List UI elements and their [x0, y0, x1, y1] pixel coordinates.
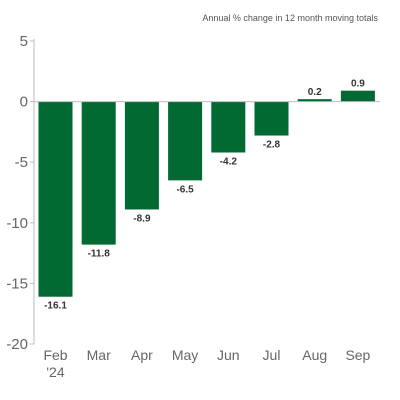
y-tick-label: -20 [6, 336, 28, 353]
bars [38, 90, 375, 297]
data-label: -2.8 [263, 140, 281, 151]
x-tick-label: Feb '24 [43, 347, 67, 380]
data-label: 0.2 [308, 87, 322, 98]
chart-title: Annual % change in 12 month moving total… [202, 13, 378, 23]
x-tick-label: Apr [131, 347, 153, 363]
data-label: 0.9 [351, 79, 365, 90]
y-tick-label: -5 [15, 154, 28, 171]
bar [254, 101, 289, 136]
y-tick-label: -15 [6, 275, 28, 292]
x-tick-label: Jul [263, 347, 281, 363]
bar [168, 101, 203, 181]
bar [211, 101, 246, 153]
y-tick-label: -10 [6, 215, 28, 232]
x-tick-label: Jun [217, 347, 240, 363]
data-label: -8.9 [133, 213, 151, 224]
x-tick-label: May [172, 347, 198, 363]
bar [297, 99, 332, 102]
bar [340, 90, 375, 102]
bar [81, 101, 116, 245]
x-tick-label: Mar [87, 347, 111, 363]
data-label: -11.8 [88, 249, 111, 260]
bar [38, 101, 73, 297]
x-tick-label: Sep [345, 347, 370, 363]
data-label: -16.1 [44, 301, 67, 312]
x-tick-label: Aug [302, 347, 327, 363]
data-labels: -16.1 -11.8 -8.9 -6.5 -4.2 -2.8 0.2 0.9 [44, 79, 365, 312]
y-axis: 5 0 -5 -10 -15 -20 [6, 33, 35, 353]
bar [124, 101, 159, 210]
y-tick-label: 5 [20, 33, 28, 50]
data-label: -6.5 [176, 184, 194, 195]
x-axis: Feb '24 Mar Apr May Jun Jul Aug Sep [43, 347, 370, 380]
data-label: -4.2 [220, 157, 238, 168]
y-tick-label: 0 [20, 94, 28, 111]
